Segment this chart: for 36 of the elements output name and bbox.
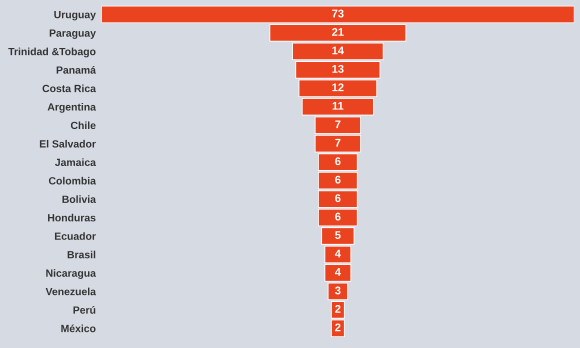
data-label: 13 xyxy=(332,64,344,73)
data-label: 6 xyxy=(335,212,341,221)
category-label: México xyxy=(61,324,96,332)
data-label: 6 xyxy=(335,194,341,202)
data-label: 21 xyxy=(332,28,344,36)
category-label: Bolivia xyxy=(62,195,96,203)
category-label: El Salvador xyxy=(40,140,96,148)
data-label: 11 xyxy=(332,102,344,110)
category-label: Jamaica xyxy=(54,158,96,166)
data-label: 14 xyxy=(332,46,344,54)
category-label: Honduras xyxy=(48,214,96,222)
category-label: Brasil xyxy=(68,250,96,258)
category-label: Nicaragua xyxy=(46,269,96,279)
data-label: 73 xyxy=(332,10,344,18)
category-label: Uruguay xyxy=(54,11,96,20)
data-label: 12 xyxy=(332,83,344,92)
data-label: 6 xyxy=(335,176,341,184)
category-label: Panamá xyxy=(56,66,96,74)
category-label: Trinidad &Tobago xyxy=(8,48,96,58)
data-label: 7 xyxy=(335,138,340,147)
category-label: Paraguay xyxy=(50,30,96,39)
category-label: Argentina xyxy=(48,102,96,113)
data-label: 2 xyxy=(335,323,340,332)
category-label: Venezuela xyxy=(46,288,96,296)
category-label: Costa Rica xyxy=(42,84,96,92)
category-label: Perú xyxy=(73,306,96,314)
data-label: 3 xyxy=(335,286,341,294)
data-label: 5 xyxy=(335,231,341,239)
category-label: Colombia xyxy=(48,176,96,184)
category-label: Chile xyxy=(70,121,96,130)
data-label: 6 xyxy=(335,157,341,166)
category-label: Ecuador xyxy=(54,232,96,240)
data-label: 4 xyxy=(334,250,341,258)
data-label: 4 xyxy=(334,268,341,276)
data-label: 2 xyxy=(335,304,340,313)
data-label: 7 xyxy=(335,120,340,128)
